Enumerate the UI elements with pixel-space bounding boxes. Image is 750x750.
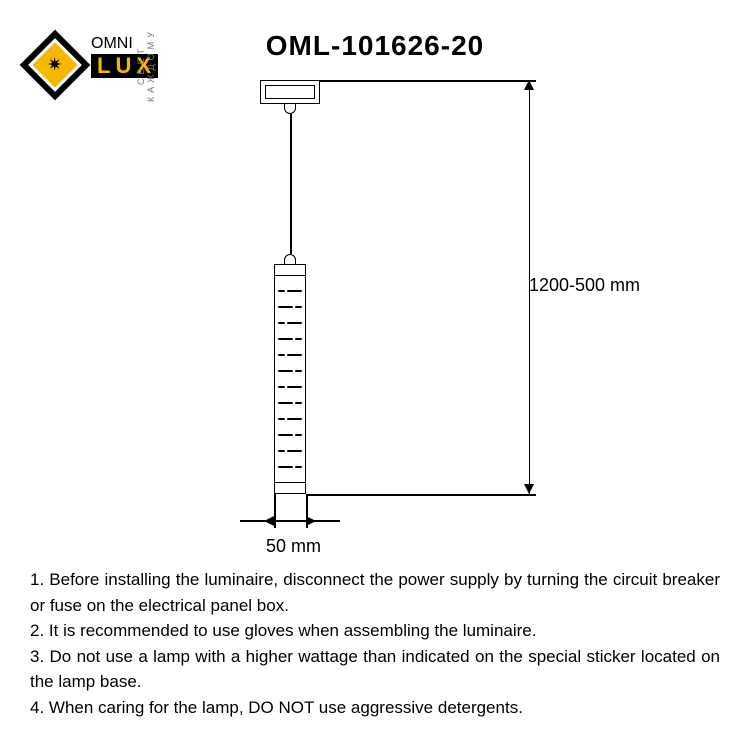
pendant-connector-icon <box>284 254 296 264</box>
dim-height-label: 1200-500 mm <box>529 275 640 296</box>
product-model-title: OML-101626-20 <box>266 30 484 62</box>
dim-horizontal-line <box>240 520 340 522</box>
instruction-item: 2. It is recommended to use gloves when … <box>30 618 720 644</box>
dim-arrow-icon <box>264 516 274 526</box>
dim-arrow-icon <box>524 484 534 494</box>
dim-arrow-icon <box>306 516 316 526</box>
logo-subtitle: СВЕТ КАЖДОМУ <box>136 20 156 110</box>
instruction-item: 4. When caring for the lamp, DO NOT use … <box>30 695 720 721</box>
instruction-list: 1. Before installing the luminaire, disc… <box>30 567 720 720</box>
dim-extension-line <box>274 494 276 528</box>
ceiling-mount-icon <box>260 80 320 104</box>
mount-connector-icon <box>284 104 296 114</box>
dim-extension-line <box>320 80 536 82</box>
instruction-item: 3. Do not use a lamp with a higher watta… <box>30 644 720 695</box>
logo-diamond-icon: ✷ <box>25 30 85 100</box>
dim-width-label: 50 mm <box>266 536 321 557</box>
pendant-body-icon <box>274 264 306 494</box>
technical-diagram: 1200-500 mm 50 mm <box>200 80 580 560</box>
dim-extension-line <box>306 494 536 496</box>
instruction-item: 1. Before installing the luminaire, disc… <box>30 567 720 618</box>
dim-arrow-icon <box>524 80 534 90</box>
suspension-wire-icon <box>290 114 292 254</box>
pendant-slots <box>278 283 302 475</box>
